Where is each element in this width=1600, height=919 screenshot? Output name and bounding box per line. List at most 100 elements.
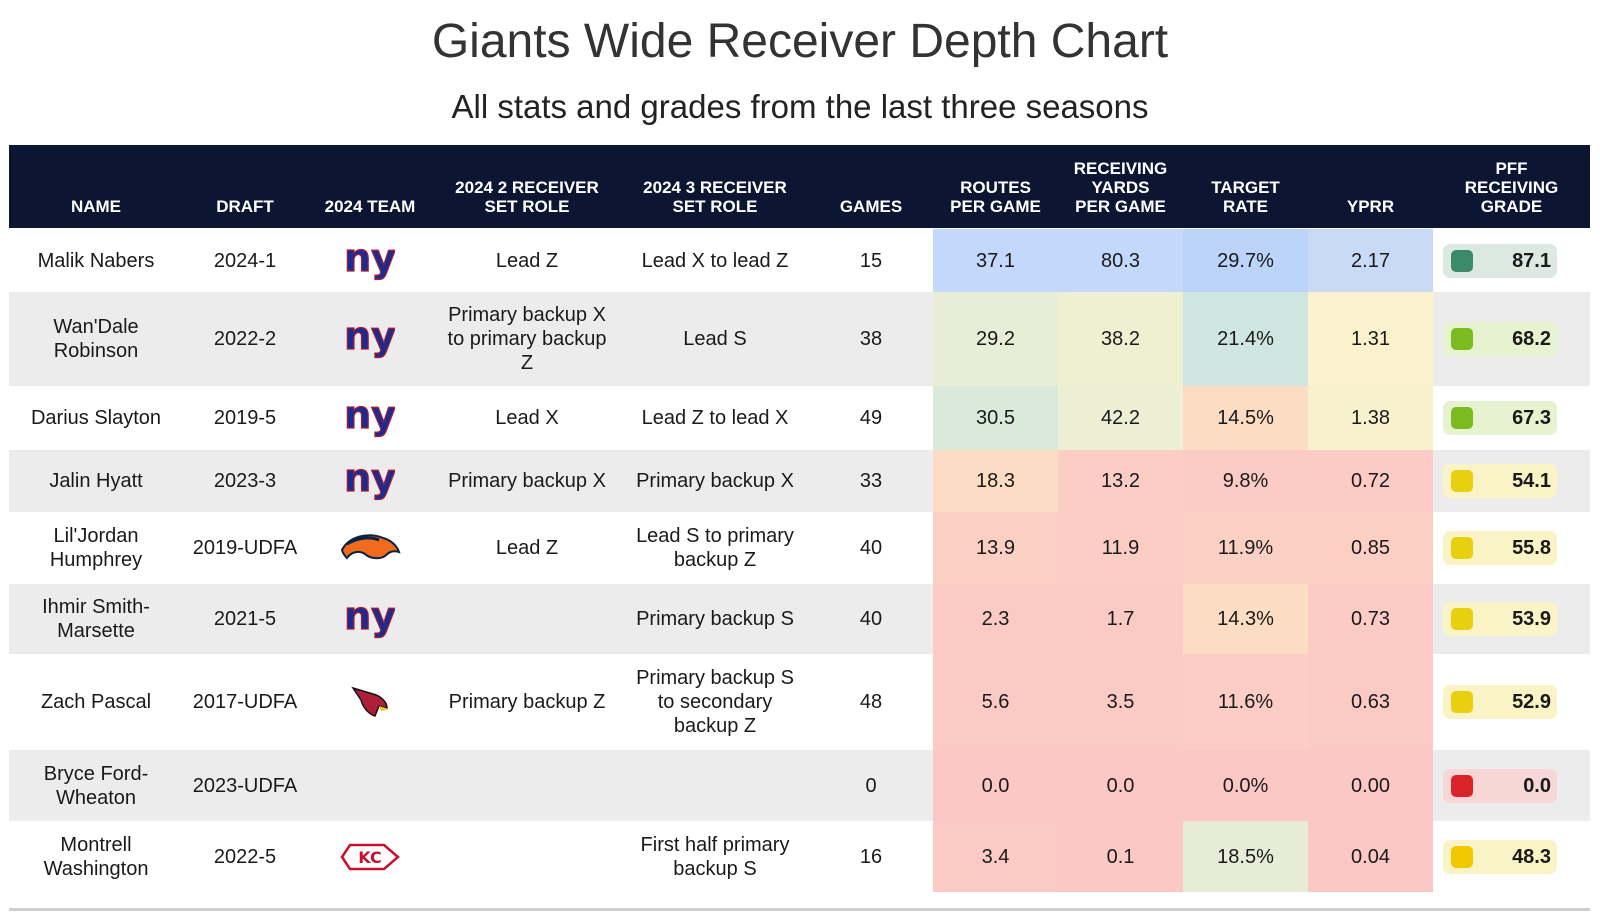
cell-team: ny (307, 450, 433, 512)
column-header-line: 2024 3 RECEIVER (643, 178, 787, 197)
cell-role2: Primary backup Z (433, 654, 621, 750)
svg-text:ny: ny (345, 461, 395, 500)
svg-text:ny: ny (345, 398, 395, 437)
column-header-yprr: YPRR (1308, 145, 1433, 228)
table-row: Darius Slayton 2019-5 ny Lead X Lead Z to le… (9, 386, 1590, 450)
cell-role3: Primary backup X (621, 450, 809, 512)
cell-name-line: Washington (43, 857, 149, 880)
cell-role3-line: backup S (673, 857, 757, 880)
cell-team: ny (307, 292, 433, 386)
table-row: Jalin Hyatt 2023-3 ny Primary backup X Prima… (9, 450, 1590, 512)
cell-target: 14.3% (1183, 584, 1308, 654)
cell-name-line: Humphrey (49, 549, 143, 571)
cell-yards: 0.1 (1058, 821, 1183, 892)
cell-games: 38 (859, 328, 883, 350)
cell-games: 33 (859, 470, 883, 492)
cell-routes: 13.9 (933, 512, 1058, 584)
column-header-line: GAMES (839, 197, 903, 216)
column-header-games: GAMES (809, 145, 933, 228)
column-header-line: SET ROLE (484, 197, 570, 216)
cell-target: 29.7% (1183, 229, 1308, 292)
cell-routes: 0.0 (933, 750, 1058, 821)
grade-badge: 87.1 (1443, 243, 1557, 278)
cell-role2-line: Primary backup X (448, 470, 606, 492)
cell-name-line: Lil'Jordan (53, 525, 139, 547)
cell-draft: 2022-5 (213, 845, 277, 868)
cell-draft: 2023-UDFA (192, 774, 298, 797)
grade-badge: 54.1 (1443, 464, 1557, 498)
column-header-line: PER GAME (1075, 197, 1166, 216)
grade-value: 68.2 (1512, 328, 1551, 350)
column-header-name: NAME (9, 145, 183, 228)
table-row: Ihmir Smith- Marsette 2021-5 ny Primary back… (9, 584, 1590, 654)
cell-name-line: Wan'Dale (53, 316, 139, 338)
column-header-line: GRADE (1480, 197, 1543, 216)
column-header-line: 2024 2 RECEIVER (455, 178, 599, 197)
cell-name-line: Zach Pascal (40, 691, 152, 713)
cell-draft: 2019-UDFA (192, 537, 298, 559)
grade-color-indicator (1451, 328, 1473, 350)
cell-yprr: 0.73 (1308, 584, 1433, 654)
cell-routes: 37.1 (933, 229, 1058, 292)
cell-role2 (433, 821, 621, 892)
cell-role2: Primary backup X (433, 450, 621, 512)
chiefs-logo-icon: KC (340, 843, 400, 870)
column-header-line: YARDS (1091, 178, 1150, 197)
grade-color-indicator (1451, 537, 1473, 559)
cell-yprr: 0.85 (1308, 512, 1433, 584)
cell-yprr: 0.04 (1308, 821, 1433, 892)
giants-logo-icon: ny (345, 319, 395, 359)
cell-name: Wan'Dale Robinson (9, 292, 183, 386)
cell-grade: 0.0 (1433, 750, 1590, 821)
cell-draft: 2024-1 (213, 249, 277, 272)
cell-grade: 53.9 (1433, 584, 1590, 654)
cell-grade: 48.3 (1433, 821, 1590, 892)
cell-name: Ihmir Smith- Marsette (9, 584, 183, 654)
grade-value: 52.9 (1512, 691, 1551, 713)
grade-value: 87.1 (1512, 249, 1551, 272)
cell-yards: 38.2 (1058, 292, 1183, 386)
column-header-line: PER GAME (950, 197, 1041, 216)
cell-draft: 2017-UDFA (192, 691, 298, 713)
cell-name: Darius Slayton (9, 386, 183, 450)
cell-name-line: Darius Slayton (30, 407, 162, 429)
cell-role2-line: Lead Z (495, 537, 559, 559)
cell-name-line: Robinson (53, 340, 139, 362)
cell-team (307, 654, 433, 750)
grade-color-indicator (1451, 845, 1473, 868)
cell-grade: 52.9 (1433, 654, 1590, 750)
grade-value: 0.0 (1523, 774, 1551, 797)
cell-grade: 87.1 (1433, 229, 1590, 292)
cell-role3: Lead Z to lead X (621, 386, 809, 450)
column-header-line: SET ROLE (672, 197, 758, 216)
cell-role3 (621, 750, 809, 821)
cell-team (307, 750, 433, 821)
grade-badge: 52.9 (1443, 685, 1557, 719)
grade-value: 67.3 (1512, 407, 1551, 429)
cell-games: 49 (859, 407, 883, 429)
cell-team: ny (307, 386, 433, 450)
broncos-logo-icon (340, 534, 401, 560)
column-header-grade: PFF RECEIVING GRADE (1433, 145, 1590, 228)
cell-name: Malik Nabers (9, 229, 183, 292)
cell-role3: Lead S to primary backup Z (621, 512, 809, 584)
cell-games: 16 (859, 845, 883, 868)
cell-role3-line: Primary backup S (636, 608, 794, 630)
grade-value: 53.9 (1512, 608, 1551, 630)
cell-target: 14.5% (1183, 386, 1308, 450)
grade-badge: 53.9 (1443, 602, 1557, 636)
chart-title: Giants Wide Receiver Depth Chart (431, 15, 1169, 68)
cell-yards: 0.0 (1058, 750, 1183, 821)
cell-routes: 5.6 (933, 654, 1058, 750)
cell-team: ny (307, 229, 433, 292)
cell-name-line: Montrell (60, 833, 132, 856)
chart-subtitle: All stats and grades from the last three… (451, 88, 1149, 125)
grade-badge: 0.0 (1443, 768, 1557, 803)
grade-badge: 68.2 (1443, 322, 1557, 356)
cell-routes: 29.2 (933, 292, 1058, 386)
grade-value: 54.1 (1512, 470, 1551, 492)
svg-text:ny: ny (345, 241, 395, 280)
column-header-line: PFF (1495, 159, 1528, 178)
